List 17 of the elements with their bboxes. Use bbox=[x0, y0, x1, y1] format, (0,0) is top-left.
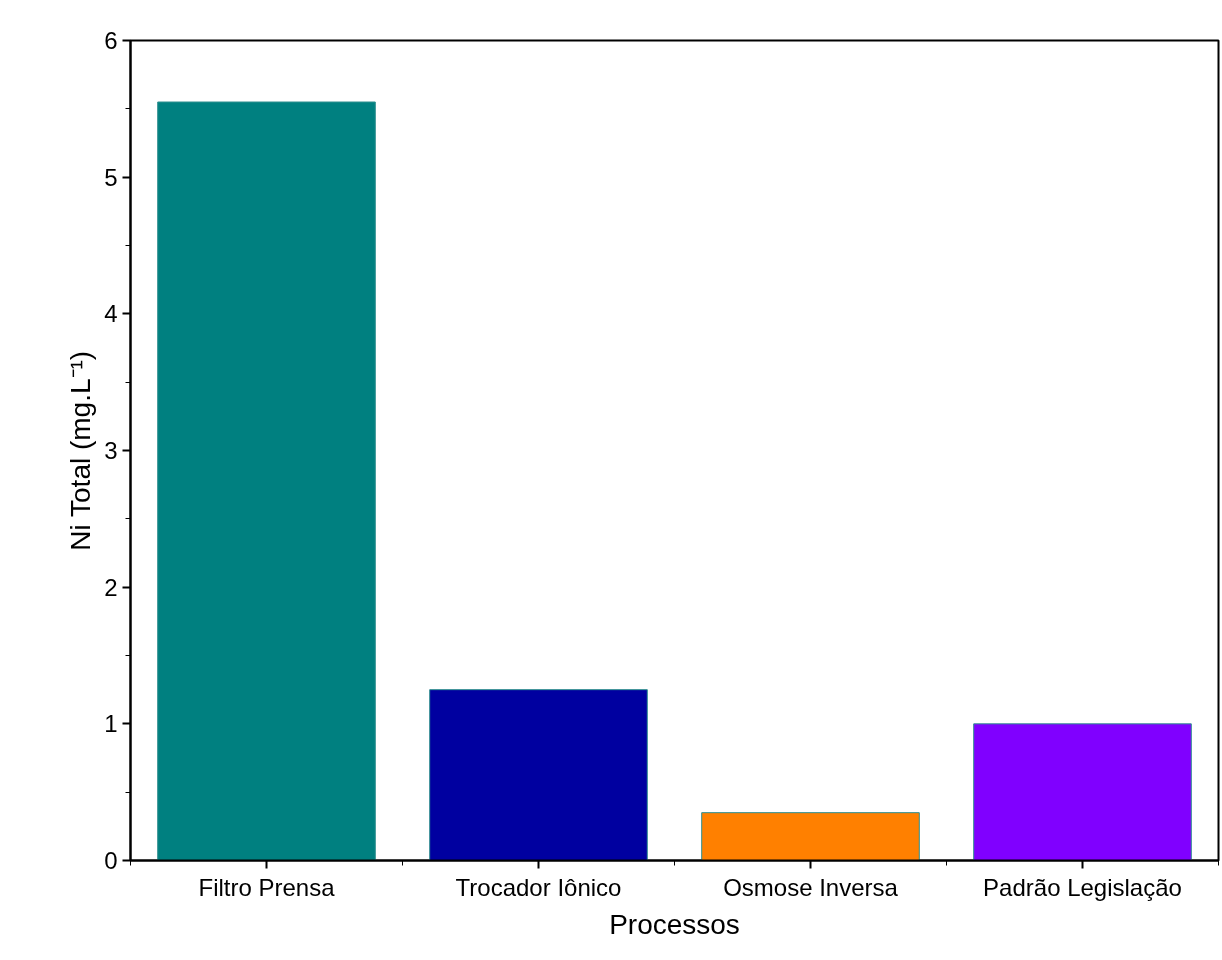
y-tick-label: 6 bbox=[104, 27, 118, 54]
y-tick-label: 5 bbox=[104, 163, 118, 191]
x-tick-label: Filtro Prensa bbox=[198, 873, 336, 901]
bar bbox=[701, 812, 920, 861]
x-tick-label: Osmose Inversa bbox=[723, 873, 899, 901]
x-axis-title: Processos bbox=[609, 908, 740, 940]
y-tick-label: 0 bbox=[104, 847, 118, 874]
x-tick-label: Padrão Legislação bbox=[983, 873, 1182, 901]
bar bbox=[157, 101, 376, 861]
bar bbox=[429, 689, 648, 861]
y-axis-title: Ni Total (mg.L⁻¹) bbox=[65, 350, 97, 551]
y-tick-label: 4 bbox=[104, 300, 118, 328]
y-tick-label: 2 bbox=[104, 573, 118, 601]
x-tick-label: Trocador Iônico bbox=[455, 873, 622, 901]
bar bbox=[973, 723, 1192, 861]
y-tick-label: 1 bbox=[104, 710, 118, 738]
y-tick-label: 3 bbox=[104, 437, 118, 464]
